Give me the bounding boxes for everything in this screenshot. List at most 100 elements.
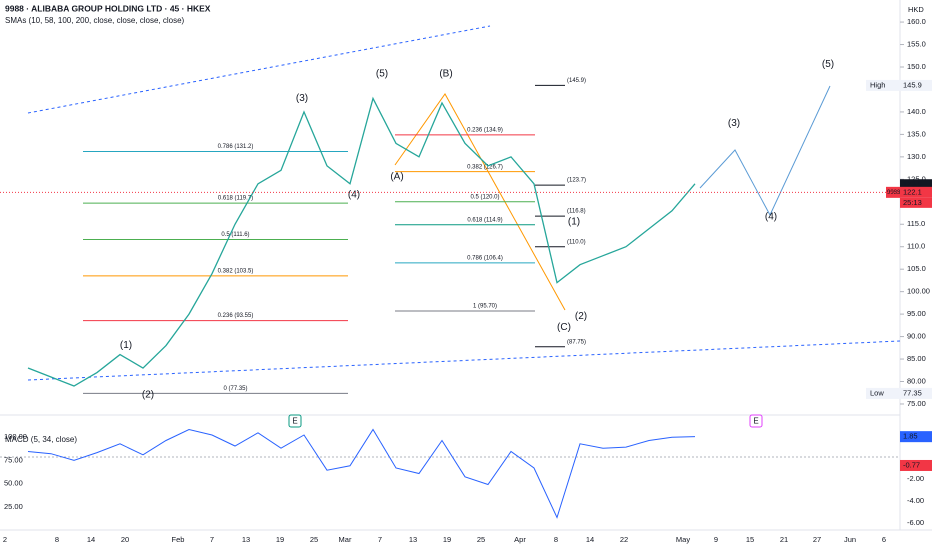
last-price: 123.8: [903, 180, 922, 189]
x-tick-label: Feb: [172, 535, 185, 544]
fib-label: (110.0): [567, 239, 586, 245]
low-value-bg: [900, 387, 932, 399]
signal-last: -0.77: [903, 460, 920, 469]
event-label: E: [292, 417, 297, 426]
x-tick-label: 13: [409, 535, 417, 544]
y-tick-label: 135.0: [907, 129, 926, 138]
wave-label: (3): [728, 118, 740, 129]
y-tick-label: 115.0: [907, 219, 925, 228]
fib-label: 0.786 (106.4): [467, 255, 503, 261]
left-tick-label: 25.00: [4, 502, 23, 511]
y-tick-label: 150.0: [907, 62, 926, 71]
x-tick-label: 8: [55, 535, 59, 544]
macd-last: 1.85: [903, 432, 918, 441]
x-tick-label: 2: [3, 535, 7, 544]
x-tick-label: Jun: [844, 535, 856, 544]
currency: HKD: [908, 5, 924, 14]
fib-label: 1 (95.70): [473, 304, 497, 310]
y2-tick-label: -4.00: [907, 496, 924, 505]
y-tick-label: 75.00: [907, 399, 926, 408]
x-tick-label: 20: [121, 535, 129, 544]
fib-label: 0.236 (134.9): [467, 127, 503, 133]
y-tick-label: 85.00: [907, 354, 926, 363]
high-value-bg: [900, 79, 932, 91]
x-tick-label: 27: [813, 535, 821, 544]
fib-label: 0.618 (119.7): [218, 196, 253, 202]
y-tick-label: 100.00: [907, 287, 930, 296]
price-line: [27, 96, 696, 387]
y-tick-label: 95.00: [907, 309, 926, 318]
abc-path: [394, 93, 566, 311]
x-tick-label: 14: [586, 535, 594, 544]
fib-label: 0.5 (111.6): [221, 232, 249, 238]
y-tick-label: 130.0: [907, 152, 926, 161]
symbol: 9988: [887, 190, 901, 196]
wave-label: (1): [568, 217, 580, 228]
last-price-bg: [900, 179, 932, 191]
fib-label: 0.5 (120.0): [470, 194, 499, 200]
x-tick-label: May: [676, 535, 690, 544]
fib-label: 0.786 (131.2): [218, 144, 254, 150]
macd-line: [27, 428, 696, 519]
y2-tick-label: -6.00: [907, 518, 924, 527]
high-label: High: [870, 80, 885, 89]
low-label: Low: [870, 388, 884, 397]
chart-title: 9988 · ALIBABA GROUP HOLDING LTD · 45 · …: [5, 3, 211, 13]
left-tick-label: 100.00: [4, 432, 27, 441]
wave-label: (A): [390, 172, 403, 183]
y-tick-label: 155.0: [907, 40, 926, 49]
wave-label: (4): [765, 211, 777, 222]
x-tick-label: 19: [443, 535, 451, 544]
bid-price-bg: [900, 186, 932, 198]
fib-label: (123.7): [567, 178, 586, 184]
low-tag: [866, 387, 900, 399]
wave-label: (C): [557, 322, 571, 333]
x-tick-label: 13: [242, 535, 250, 544]
wave-label: (4): [348, 190, 360, 201]
y2-tick-label: -2.00: [907, 474, 924, 483]
wave-label: (2): [575, 311, 587, 322]
y-tick-label: 160.0: [907, 17, 926, 26]
event-badge: [288, 414, 302, 428]
x-tick-label: 8: [554, 535, 558, 544]
wave-label: (5): [822, 59, 834, 70]
x-tick-label: Mar: [339, 535, 352, 544]
x-tick-label: 15: [746, 535, 754, 544]
fib-label: 0.382 (103.5): [218, 269, 254, 275]
x-tick-label: 6: [882, 535, 886, 544]
trendline: [27, 340, 901, 381]
x-tick-label: 25: [310, 535, 318, 544]
wave-label: (2): [142, 390, 154, 401]
x-tick-label: 22: [620, 535, 628, 544]
y-tick-label: 140.0: [907, 107, 926, 116]
projection: [699, 85, 831, 217]
high-value: 145.9: [903, 80, 922, 89]
x-tick-label: 14: [87, 535, 95, 544]
fib-label: (87.75): [567, 339, 586, 345]
x-tick-label: 19: [276, 535, 284, 544]
x-tick-label: 7: [210, 535, 214, 544]
event-label: E: [753, 417, 758, 426]
y-tick-label: 80.00: [907, 376, 926, 385]
countdown: 25:13: [903, 198, 922, 207]
x-tick-label: 9: [714, 535, 718, 544]
fib-label: (116.8): [567, 209, 586, 215]
y-tick-label: 105.0: [907, 264, 926, 273]
signal-last-bg: [900, 459, 932, 471]
event-badge: [749, 414, 763, 428]
y-tick-label: 125.0: [907, 174, 926, 183]
countdown-bg: [900, 197, 932, 208]
x-tick-label: Apr: [514, 535, 526, 544]
y-tick-label: 110.0: [907, 242, 925, 251]
fib-label: 0.618 (114.9): [467, 217, 502, 223]
left-tick-label: 75.00: [4, 455, 23, 464]
trendline: [27, 25, 491, 114]
x-tick-label: 25: [477, 535, 485, 544]
symbol-tag: [886, 186, 900, 198]
left-tick-label: 50.00: [4, 479, 23, 488]
bid-price: 122.1: [903, 187, 922, 196]
wave-label: (B): [439, 68, 452, 79]
x-tick-label: 7: [378, 535, 382, 544]
wave-label: (1): [120, 340, 132, 351]
